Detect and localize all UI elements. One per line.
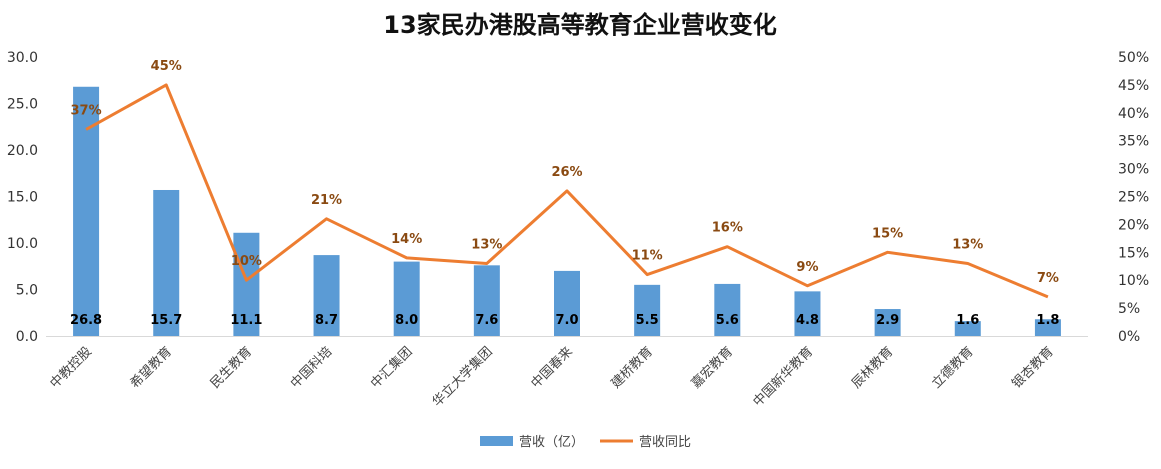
bar-revenue — [393, 261, 420, 336]
bar-revenue — [954, 321, 981, 336]
y-right-tick-label: 5% — [1118, 301, 1140, 317]
bar-revenue — [714, 283, 741, 336]
line-data-label: 7% — [1037, 271, 1059, 286]
bar-revenue — [153, 189, 180, 336]
bar-revenue — [794, 291, 821, 336]
line-data-label: 13% — [471, 237, 502, 252]
x-category-label: 建桥教育 — [608, 344, 656, 392]
legend-label-revenue: 营收（亿） — [519, 435, 584, 450]
bar-data-label: 5.5 — [636, 313, 659, 328]
y-left-tick-label: 30.0 — [7, 50, 38, 66]
y-right-tick-label: 35% — [1118, 134, 1149, 150]
y-right-tick-label: 15% — [1118, 245, 1149, 261]
y-right-tick-label: 0% — [1118, 329, 1140, 345]
line-data-label: 45% — [151, 59, 182, 74]
bar-data-label: 1.6 — [956, 313, 979, 328]
line-data-label: 15% — [872, 226, 903, 241]
bar-revenue — [634, 284, 661, 336]
line-data-label: 13% — [952, 237, 983, 252]
x-category-label: 立德教育 — [929, 344, 977, 392]
series-line-yoy — [85, 83, 1049, 299]
y-right-tick-label: 30% — [1118, 162, 1149, 178]
y-right-tick-label: 50% — [1118, 50, 1149, 66]
x-category-label: 银杏教育 — [1009, 344, 1057, 392]
x-category-label: 辰林教育 — [848, 344, 896, 392]
bar-data-label: 5.6 — [716, 313, 739, 328]
bar-data-label: 26.8 — [70, 313, 102, 328]
bar-revenue — [473, 265, 500, 336]
x-category-label: 华立大学集团 — [429, 344, 495, 410]
bar-revenue — [554, 270, 580, 336]
y-right-tick-label: 25% — [1118, 190, 1149, 206]
bar-revenue — [874, 309, 901, 336]
x-category-label: 希望教育 — [127, 344, 175, 392]
line-data-label: 16% — [712, 221, 743, 236]
legend: 营收（亿） 营收同比 — [480, 435, 691, 450]
x-category-label: 民生教育 — [207, 344, 255, 392]
bar-data-label: 7.6 — [475, 313, 498, 328]
line-data-label: 11% — [632, 249, 663, 264]
bar-data-label: 11.1 — [230, 313, 262, 328]
y-right-tick-label: 40% — [1118, 106, 1149, 122]
y-right-tick-label: 20% — [1118, 217, 1149, 233]
y-right-tick-label: 45% — [1118, 78, 1149, 94]
y-left-tick-label: 0.0 — [16, 329, 38, 345]
y-left-tick-label: 15.0 — [7, 190, 38, 206]
line-data-label: 26% — [551, 165, 582, 180]
chart-title: 13家民办港股高等教育企业营收变化 — [383, 11, 776, 39]
bar-data-label: 4.8 — [796, 313, 819, 328]
bar-revenue — [233, 232, 260, 336]
y-left-tick-label: 5.0 — [16, 283, 38, 299]
line-data-label: 14% — [391, 232, 422, 247]
y-left-tick-label: 20.0 — [7, 143, 38, 159]
line-data-label: 21% — [311, 193, 342, 208]
x-category-label: 中国春来 — [528, 344, 575, 391]
legend-label-yoy: 营收同比 — [639, 435, 691, 450]
bar-data-label: 7.0 — [555, 313, 578, 328]
bar-data-label: 2.9 — [876, 313, 899, 328]
bar-revenue — [1034, 319, 1061, 336]
x-category-label: 中国科培 — [287, 344, 335, 392]
bar-data-label: 8.0 — [395, 313, 418, 328]
line-data-label: 37% — [71, 104, 102, 119]
bar-data-label: 8.7 — [315, 313, 338, 328]
bar-data-label: 1.8 — [1036, 313, 1059, 328]
legend-swatch-revenue — [480, 436, 513, 446]
x-category-label: 中国新华教育 — [750, 344, 816, 410]
bar-revenue — [313, 255, 340, 336]
line-data-label: 9% — [796, 260, 818, 275]
bar-data-label: 15.7 — [150, 313, 182, 328]
y-left-tick-label: 25.0 — [7, 97, 38, 113]
y-right-tick-label: 10% — [1118, 273, 1149, 289]
x-category-label: 中汇集团 — [367, 344, 415, 392]
x-category-label: 嘉宏教育 — [688, 344, 736, 392]
y-left-tick-label: 10.0 — [7, 236, 38, 252]
x-category-label: 中教控股 — [47, 344, 95, 392]
line-data-label: 10% — [231, 254, 262, 269]
